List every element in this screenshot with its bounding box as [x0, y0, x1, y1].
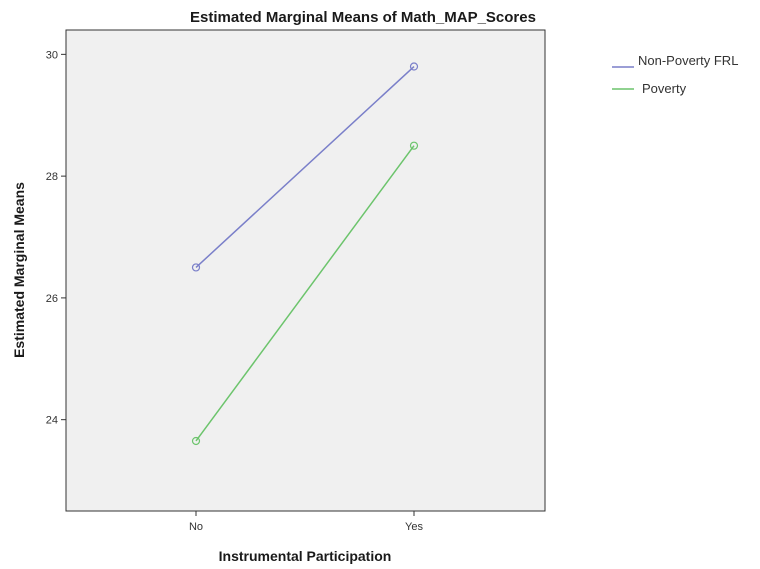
legend-label: Non-Poverty FRL	[638, 53, 738, 68]
y-axis-title: Estimated Marginal Means	[11, 182, 27, 358]
x-tick-label: Yes	[405, 521, 423, 533]
y-axis: 24 26 28 30	[46, 49, 66, 427]
data-point	[409, 141, 419, 150]
legend: Non-Poverty FRL Poverty	[612, 53, 738, 96]
data-point	[191, 263, 201, 272]
data-point	[409, 62, 419, 71]
y-tick-label: 26	[46, 293, 58, 305]
y-tick-label: 30	[46, 49, 58, 61]
series-line	[195, 145, 415, 442]
legend-label: Poverty	[642, 81, 687, 96]
chart-title: Estimated Marginal Means of Math_MAP_Sco…	[190, 9, 536, 26]
plot-area	[65, 29, 546, 512]
y-tick-label: 24	[46, 415, 58, 427]
y-tick-label: 28	[46, 171, 58, 183]
x-tick-label: No	[189, 521, 203, 533]
x-axis-title: Instrumental Participation	[219, 548, 392, 564]
series-layer	[191, 62, 419, 446]
series-line	[195, 65, 415, 269]
data-point	[191, 436, 201, 446]
x-axis: No Yes	[189, 511, 423, 533]
